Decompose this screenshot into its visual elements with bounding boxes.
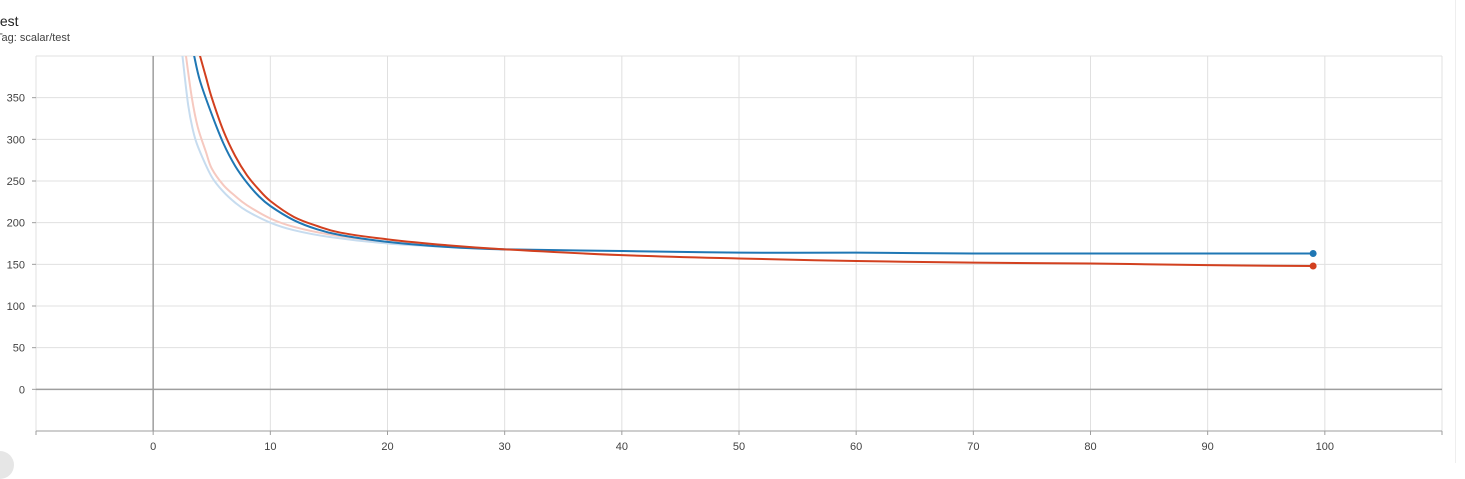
y-tick-label: 100 xyxy=(7,301,25,313)
x-tick-label: 30 xyxy=(499,441,511,453)
x-tick-label: 0 xyxy=(150,441,156,453)
card-title: test xyxy=(0,13,19,29)
x-tick-label: 70 xyxy=(967,441,979,453)
card-border xyxy=(1455,0,1456,463)
card-tag: Tag: scalar/test xyxy=(0,32,70,44)
scalar-chart[interactable]: 0 10 20 30 40 50 60 70 80 90 100 0 50 100 150 200 250 300… xyxy=(0,0,1465,463)
axes xyxy=(32,56,1443,435)
card-header: test Tag: scalar/test xyxy=(0,0,400,50)
x-tick-label: 100 xyxy=(1316,441,1334,453)
series-line-blue[interactable] xyxy=(193,56,1315,255)
x-tick-label: 20 xyxy=(381,441,393,453)
x-tick-label: 40 xyxy=(616,441,628,453)
x-tick-label: 50 xyxy=(733,441,745,453)
y-tick-label: 250 xyxy=(7,176,25,188)
series-endpoint-red[interactable] xyxy=(1309,262,1317,270)
grid xyxy=(35,55,1443,431)
smoothed-series[interactable] xyxy=(193,56,1317,270)
y-tick-label: 200 xyxy=(7,218,25,230)
series-line-red[interactable] xyxy=(199,56,1315,267)
y-tick-label: 150 xyxy=(7,259,25,271)
y-tick-label: 50 xyxy=(13,343,25,355)
y-tick-label: 350 xyxy=(7,93,25,105)
y-tick-label: 300 xyxy=(7,134,25,146)
y-tick-label: 0 xyxy=(19,384,25,396)
x-tick-label: 80 xyxy=(1084,441,1096,453)
series-endpoint-blue[interactable] xyxy=(1309,250,1317,257)
tick-labels: 0 10 20 30 40 50 60 70 80 90 100 0 50 100 150 200 250 300… xyxy=(7,93,1334,453)
x-tick-label: 90 xyxy=(1202,441,1214,453)
x-tick-label: 10 xyxy=(264,441,276,453)
series-line-blue_raw[interactable] xyxy=(181,56,506,251)
raw-series xyxy=(181,56,506,251)
x-tick-label: 60 xyxy=(850,441,862,453)
